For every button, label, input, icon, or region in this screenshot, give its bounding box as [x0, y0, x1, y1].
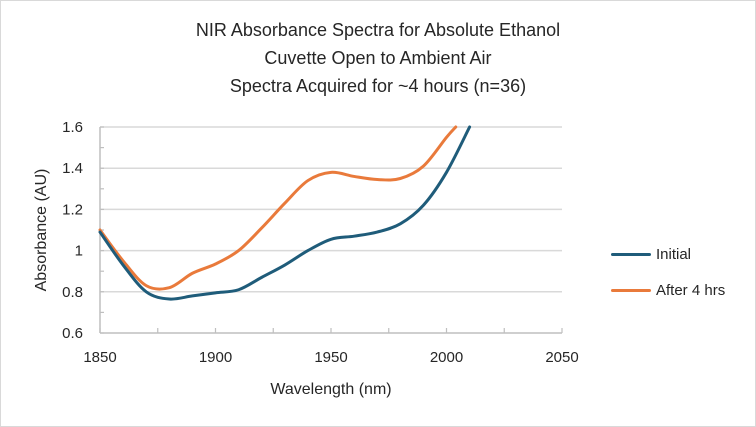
x-tick-label: 1950: [314, 349, 347, 366]
chart-title-line-1: NIR Absorbance Spectra for Absolute Etha…: [195, 20, 561, 40]
series-line-after-4-hrs: [98, 125, 458, 291]
legend-item-initial[interactable]: Initial: [611, 236, 725, 272]
legend-item-after-4-hrs[interactable]: After 4 hrs: [611, 272, 725, 308]
chart-title-line-3: Spectra Acquired for ~4 hours (n=36): [229, 76, 527, 96]
legend-swatch-initial: [611, 252, 651, 256]
legend-label-after-4-hrs: After 4 hrs: [656, 281, 726, 299]
legend: Initial After 4 hrs: [611, 236, 725, 308]
x-axis-title: Wavelength (nm): [270, 381, 391, 398]
gridlines: [100, 126, 562, 293]
x-tick-label: 1900: [199, 349, 232, 366]
y-tick-label: 1.4: [62, 160, 83, 177]
axes: [99, 126, 563, 334]
y-tick-label: 1.6: [62, 119, 83, 136]
x-tick-labels: 1850 1900 1950 2000 2050: [83, 349, 578, 366]
x-tick-label: 2000: [430, 349, 463, 366]
series-lines: [98, 125, 472, 301]
legend-swatch-after-4-hrs: [611, 288, 651, 292]
y-axis-title: Absorbance (AU): [33, 169, 50, 292]
y-tick-label: 0.6: [62, 325, 83, 342]
x-tick-label: 1850: [83, 349, 116, 366]
y-tick-label: 0.8: [62, 284, 83, 301]
y-tick-labels: 0.6 0.8 1 1.2 1.4 1.6: [62, 119, 83, 342]
legend-label-initial: Initial: [656, 245, 692, 263]
y-tick-label: 1.2: [62, 201, 83, 218]
x-tick-label: 2050: [545, 349, 578, 366]
chart-title-line-2: Cuvette Open to Ambient Air: [264, 48, 492, 68]
y-tick-label: 1: [75, 243, 83, 260]
series-line-initial: [98, 125, 472, 301]
